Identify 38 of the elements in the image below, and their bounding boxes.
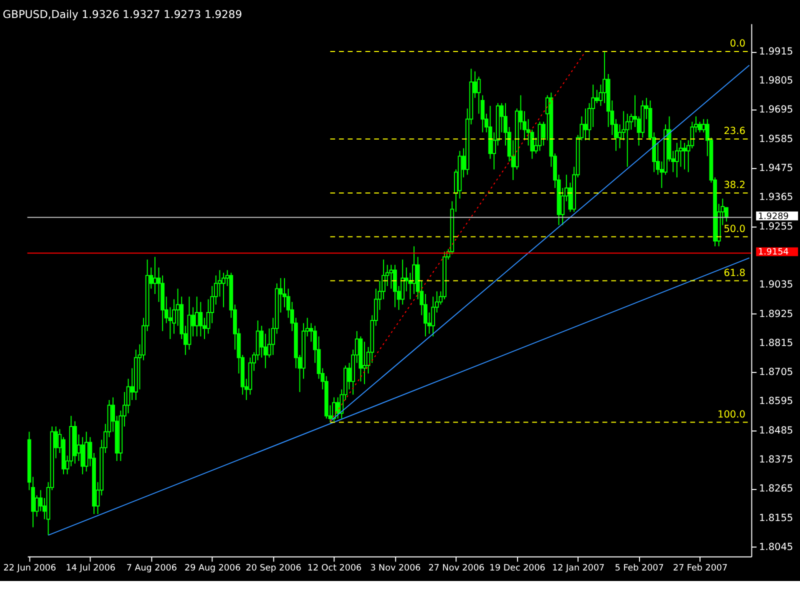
series-label: 38.2: [724, 180, 746, 192]
x-tick-label: 20 Sep 2006: [246, 564, 302, 574]
series-label: 50.0: [724, 224, 746, 235]
x-tick-label: 12 Jan 2007: [552, 564, 605, 574]
y-tick-label: 1.8265: [759, 484, 794, 495]
x-tick-label: 3 Nov 2006: [370, 564, 422, 574]
y-tick-label: 1.9915: [759, 46, 794, 58]
y-tick-label: 1.9035: [759, 280, 794, 291]
y-tick-label: 1.8485: [759, 425, 794, 436]
y-tick-label: 1.8925: [759, 308, 794, 320]
y-tick-label: 1.8595: [759, 396, 794, 408]
x-tick-label: 5 Feb 2007: [614, 564, 664, 574]
chart-title: GBPUSD,Daily 1.9326 1.9327 1.9273 1.9289: [2, 8, 242, 21]
x-tick-label: 22 Jun 2006: [3, 564, 56, 574]
y-tick-label: 1.8705: [759, 367, 794, 378]
x-tick-label: 12 Oct 2006: [307, 564, 362, 574]
y-tick-label: 1.9695: [759, 104, 794, 116]
ref-line-label: 1.9154: [758, 248, 790, 258]
series-label: 100.0: [717, 409, 746, 420]
y-tick-label: 1.8375: [759, 454, 794, 466]
x-tick-label: 14 Jul 2006: [66, 564, 116, 574]
x-tick-label: 27 Feb 2007: [672, 564, 728, 574]
y-tick-label: 1.9475: [759, 163, 794, 174]
series-label: 61.8: [724, 268, 746, 279]
x-tick-label: 7 Aug 2006: [126, 564, 178, 574]
y-tick-label: 1.8155: [759, 512, 794, 524]
y-tick-label: 1.9255: [759, 221, 794, 232]
series-label: 0.0: [730, 38, 746, 50]
y-tick-label: 1.9805: [759, 76, 794, 87]
x-tick-label: 27 Nov 2006: [428, 564, 485, 574]
y-tick-label: 1.9585: [759, 134, 794, 145]
series-label: 23.6: [724, 126, 746, 138]
y-tick-label: 1.8045: [759, 542, 794, 554]
y-tick-label: 1.8815: [759, 338, 794, 349]
x-tick-label: 29 Aug 2006: [184, 564, 242, 574]
ref-line-label: 1.9289: [758, 212, 789, 222]
y-tick-label: 1.9365: [759, 192, 794, 204]
x-tick-label: 19 Dec 2006: [489, 564, 546, 574]
